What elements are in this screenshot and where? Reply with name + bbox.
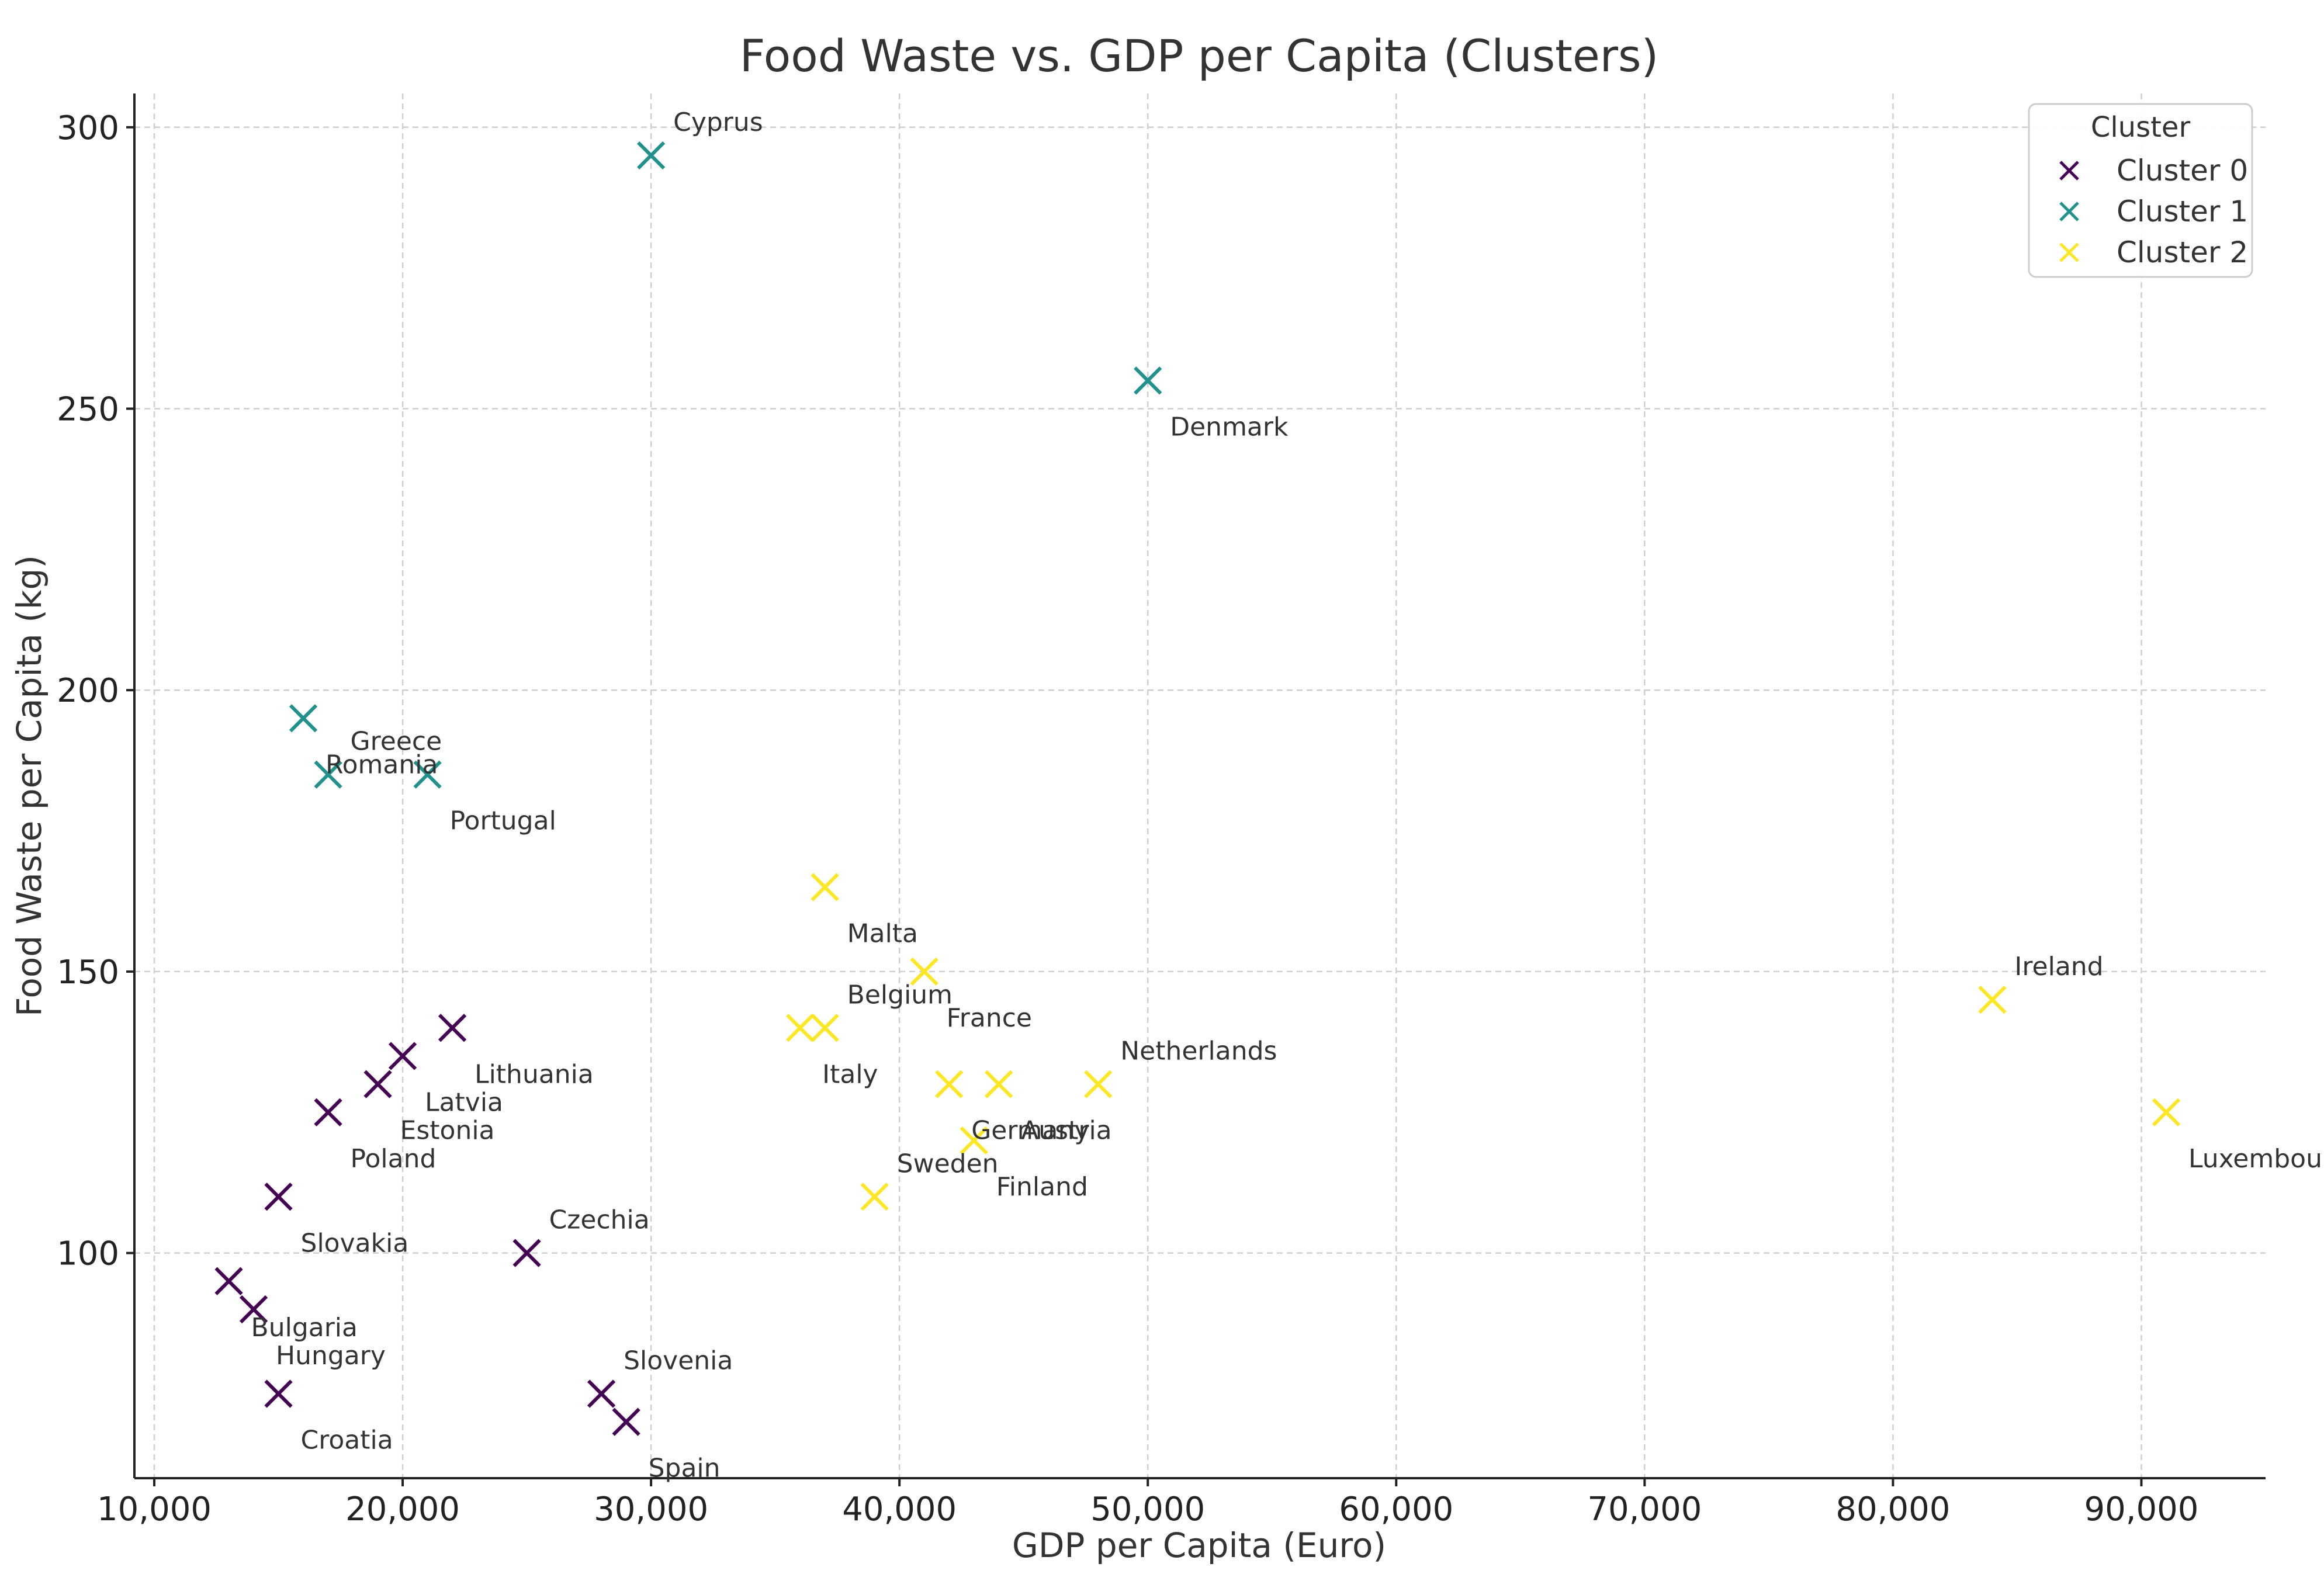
data-point-hungary bbox=[239, 1295, 268, 1324]
data-point-austria bbox=[985, 1070, 1013, 1098]
legend-title: Cluster bbox=[2091, 111, 2191, 144]
ticks: 10,000 20,000 30,000 40,000 50,000 60,000 70,0… bbox=[57, 109, 2198, 1528]
x-tick-label: 20,000 bbox=[345, 1490, 460, 1528]
data-point-greece bbox=[314, 760, 342, 789]
data-point-malta bbox=[811, 873, 839, 902]
point-label-ireland: Ireland bbox=[2014, 952, 2103, 982]
data-point-romania bbox=[289, 704, 318, 733]
data-point-slovenia bbox=[587, 1379, 616, 1408]
data-point-croatia bbox=[264, 1379, 293, 1408]
legend-marker-cluster-1 bbox=[2059, 202, 2079, 221]
legend-marker-cluster-0 bbox=[2059, 161, 2079, 181]
y-tick-label: 250 bbox=[57, 391, 119, 429]
point-label-spain: Spain bbox=[649, 1454, 721, 1483]
data-point-portugal bbox=[413, 760, 442, 789]
data-point-germany bbox=[935, 1070, 964, 1098]
point-label-italy: Italy bbox=[822, 1059, 878, 1089]
data-point-france bbox=[910, 957, 938, 986]
x-tick-label: 10,000 bbox=[97, 1490, 212, 1528]
point-label-luxembourg: Luxembourg bbox=[2188, 1144, 2324, 1174]
data-point-belgium bbox=[811, 1014, 839, 1042]
point-label-germany: Germany bbox=[971, 1116, 1089, 1146]
point-label-romania: Romania bbox=[325, 750, 438, 779]
data-point-italy bbox=[786, 1014, 815, 1042]
legend-label-cluster-2: Cluster 2 bbox=[2117, 235, 2248, 269]
point-label-finland: Finland bbox=[996, 1172, 1088, 1202]
y-tick-label: 100 bbox=[57, 1235, 119, 1273]
data-point-ireland bbox=[1978, 985, 2007, 1014]
y-tick-label: 200 bbox=[57, 672, 119, 710]
point-label-netherlands: Netherlands bbox=[1120, 1036, 1277, 1066]
point-label-belgium: Belgium bbox=[847, 980, 953, 1010]
x-tick-label: 40,000 bbox=[842, 1490, 957, 1528]
data-point-sweden bbox=[860, 1183, 889, 1211]
point-label-latvia: Latvia bbox=[425, 1087, 503, 1117]
point-label-croatia: Croatia bbox=[301, 1425, 393, 1455]
point-label-cyprus: Cyprus bbox=[673, 108, 763, 137]
y-tick-label: 150 bbox=[57, 954, 119, 991]
point-label-hungary: Hungary bbox=[276, 1341, 386, 1371]
point-label-austria: Austria bbox=[1021, 1116, 1111, 1146]
point-label-denmark: Denmark bbox=[1170, 412, 1289, 442]
data-point-denmark bbox=[1134, 366, 1162, 395]
data-point-lithuania bbox=[438, 1014, 467, 1042]
chart-title: Food Waste vs. GDP per Capita (Clusters) bbox=[740, 30, 1658, 82]
legend: Cluster Cluster 0 Cluster 1 Cluster 2 bbox=[2028, 103, 2253, 278]
x-tick-label: 50,000 bbox=[1090, 1490, 1205, 1528]
x-tick-label: 80,000 bbox=[1835, 1490, 1950, 1528]
data-point-spain bbox=[612, 1407, 640, 1436]
point-label-sweden: Sweden bbox=[897, 1149, 999, 1178]
point-label-malta: Malta bbox=[847, 918, 918, 948]
point-label-poland: Poland bbox=[351, 1144, 437, 1174]
data-point-poland bbox=[314, 1098, 342, 1126]
point-label-bulgaria: Bulgaria bbox=[251, 1313, 358, 1343]
data-point-latvia bbox=[388, 1042, 417, 1070]
x-tick-label: 90,000 bbox=[2084, 1490, 2198, 1528]
legend-frame bbox=[2028, 103, 2253, 278]
data-point-finland bbox=[960, 1126, 988, 1155]
point-label-france: France bbox=[947, 1003, 1032, 1033]
data-points bbox=[214, 141, 2181, 1436]
legend-label-cluster-0: Cluster 0 bbox=[2117, 154, 2248, 188]
x-axis-label: GDP per Capita (Euro) bbox=[1012, 1526, 1386, 1565]
data-point-bulgaria bbox=[214, 1267, 243, 1295]
point-label-greece: Greece bbox=[351, 727, 442, 757]
point-label-slovenia: Slovenia bbox=[624, 1346, 733, 1375]
x-tick-label: 30,000 bbox=[594, 1490, 708, 1528]
x-tick-label: 60,000 bbox=[1339, 1490, 1453, 1528]
data-point-netherlands bbox=[1084, 1070, 1113, 1098]
data-point-estonia bbox=[363, 1070, 392, 1098]
point-label-lithuania: Lithuania bbox=[475, 1059, 594, 1089]
data-point-luxembourg bbox=[2152, 1098, 2181, 1126]
legend-marker-cluster-2 bbox=[2059, 242, 2079, 262]
data-point-slovakia bbox=[264, 1183, 293, 1211]
legend-label-cluster-1: Cluster 1 bbox=[2117, 195, 2248, 228]
data-point-czechia bbox=[512, 1239, 541, 1267]
legend-entries: Cluster 0 Cluster 1 Cluster 2 bbox=[2059, 154, 2248, 269]
y-axis-label: Food Waste per Capita (kg) bbox=[9, 555, 49, 1017]
axes bbox=[133, 93, 2266, 1479]
point-label-slovakia: Slovakia bbox=[301, 1228, 409, 1258]
data-point-cyprus bbox=[636, 141, 666, 170]
point-label-portugal: Portugal bbox=[450, 806, 556, 836]
point-label-czechia: Czechia bbox=[549, 1205, 650, 1235]
point-label-estonia: Estonia bbox=[400, 1116, 495, 1146]
gridlines bbox=[134, 93, 2266, 1478]
y-tick-label: 300 bbox=[57, 109, 119, 147]
x-tick-label: 70,000 bbox=[1587, 1490, 1702, 1528]
